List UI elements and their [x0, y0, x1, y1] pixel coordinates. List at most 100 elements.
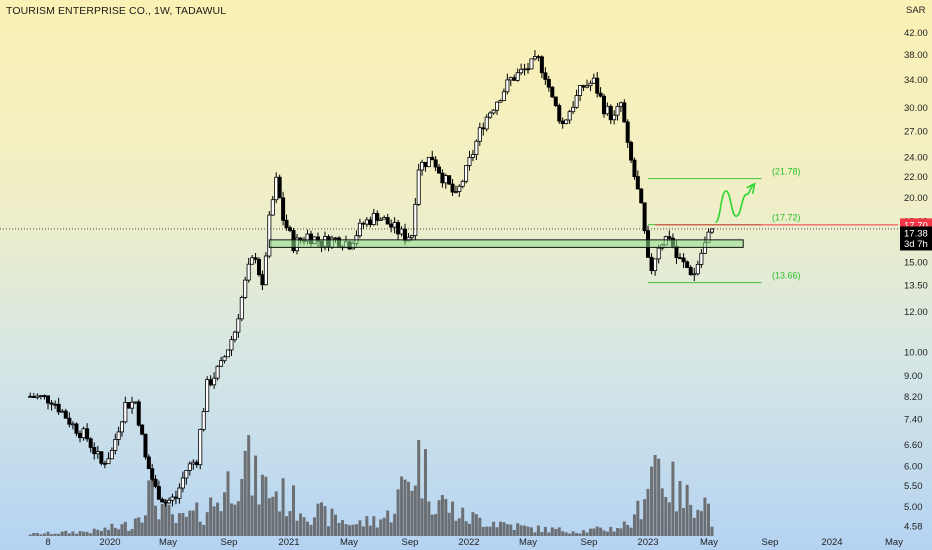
candle-body: [170, 496, 175, 501]
volume-bar: [71, 531, 75, 536]
volume-bar: [547, 532, 551, 536]
volume-bar: [451, 501, 455, 536]
candle-body: [522, 68, 527, 71]
candle-body: [574, 95, 579, 108]
y-tick-label: 22.00: [904, 172, 928, 183]
candle-body: [163, 501, 168, 504]
candle-body: [564, 119, 569, 124]
candle-body: [130, 401, 135, 409]
resistance-price-label: 17.70: [904, 220, 928, 231]
candle-body: [591, 77, 596, 84]
volume-bar: [67, 533, 71, 536]
candle-body: [194, 461, 199, 466]
candle-body: [229, 339, 234, 351]
volume-bar: [379, 519, 383, 536]
volume-bar: [358, 520, 362, 536]
volume-bar: [330, 508, 334, 536]
candle-body: [267, 214, 272, 257]
y-tick-label: 27.00: [904, 126, 928, 137]
volume-bar: [664, 497, 668, 536]
volume-bar: [123, 521, 127, 536]
volume-bar: [667, 502, 671, 536]
candle-body: [166, 499, 171, 504]
volume-bar: [181, 512, 185, 536]
volume-bar: [89, 533, 93, 536]
candle-body: [685, 261, 690, 268]
candle-body: [38, 395, 43, 397]
candle-body: [92, 447, 97, 455]
volume-bar: [53, 533, 57, 536]
volume-bar: [64, 530, 68, 536]
volume-bar: [309, 524, 313, 536]
volume-bar: [299, 513, 302, 536]
candle-body: [49, 402, 54, 405]
x-tick-label: 2024: [821, 537, 842, 548]
volume-bar: [170, 514, 174, 536]
candle-body: [281, 197, 286, 221]
volume-bar: [396, 489, 400, 536]
volume-bar: [82, 531, 86, 536]
candle-body: [74, 423, 79, 434]
candle-body: [67, 417, 72, 425]
candle-body: [488, 112, 493, 118]
volume-bar: [626, 524, 630, 536]
volume-bar: [341, 520, 344, 536]
candle-body: [484, 116, 489, 130]
volume-bar: [519, 525, 523, 536]
volume-bar: [351, 524, 355, 536]
volume-bar: [703, 497, 707, 536]
candle-body: [539, 56, 544, 74]
candle-body: [53, 403, 58, 406]
candle-body: [95, 451, 100, 455]
y-tick-label: 34.00: [904, 75, 928, 86]
volume-bar: [585, 532, 589, 536]
candle-body: [274, 176, 279, 201]
candle-body: [180, 477, 185, 489]
volume-bar: [643, 499, 647, 536]
candle-body: [208, 379, 213, 386]
candle-body: [498, 100, 503, 103]
candle-body: [333, 237, 338, 240]
volume-bar: [46, 531, 50, 536]
x-tick-label: May: [340, 537, 358, 548]
volume-bar: [444, 498, 448, 536]
volume-bar: [561, 531, 565, 536]
volume-bar: [599, 527, 603, 536]
x-tick-label: 2020: [99, 537, 120, 548]
volume-bar: [410, 490, 414, 536]
volume-bar: [457, 518, 461, 536]
candle-body: [612, 114, 617, 121]
y-tick-label: 24.00: [904, 153, 928, 164]
candle-body: [368, 219, 373, 226]
candle-body: [536, 56, 541, 58]
candle-body: [543, 72, 548, 80]
volume-bar: [174, 522, 178, 536]
candle-body: [635, 176, 640, 190]
volume-bar: [361, 526, 365, 536]
candle-body: [681, 257, 686, 263]
volume-bar: [250, 495, 254, 536]
candle-body: [443, 175, 448, 184]
projection-path: [714, 184, 754, 224]
candle-body: [113, 439, 118, 451]
volume-bar: [382, 517, 386, 536]
volume-bar: [423, 449, 427, 536]
candle-body: [557, 105, 562, 122]
candle-body: [578, 85, 583, 96]
candle-body: [277, 176, 282, 199]
axes: SAR 42.00 38.00 34.00 30.00 27.00 24.00 22.00 20…: [45, 5, 932, 548]
candle-body: [653, 258, 658, 272]
candle-body: [205, 379, 210, 412]
volume-bar: [393, 513, 397, 536]
volume-bar: [602, 530, 606, 536]
volume-bar: [247, 435, 251, 536]
volume-bar: [710, 526, 714, 536]
volume-bar: [257, 504, 261, 536]
volume-bar: [35, 533, 39, 536]
volume-bar: [285, 516, 289, 536]
y-tick-label: 12.00: [904, 307, 928, 318]
volume-bar: [137, 517, 141, 536]
volume-bar: [191, 510, 195, 536]
candle-body: [571, 106, 576, 113]
